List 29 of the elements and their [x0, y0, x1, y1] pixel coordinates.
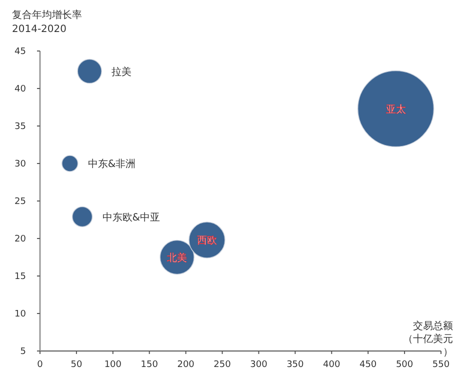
x-tick-label: 200 — [177, 360, 195, 370]
series-label: 北美 — [167, 252, 188, 264]
x-tick-label: 0 — [37, 360, 44, 370]
y-tick-label: 25 — [14, 197, 26, 208]
y-tick-label: 5 — [20, 347, 26, 358]
y-axis-title: 复合年均增长率 2014-2020 — [12, 9, 82, 35]
series-label: 拉美 — [112, 66, 132, 78]
y-tick-label: 20 — [14, 234, 26, 245]
x-tick-label: 50 — [70, 360, 82, 370]
series-label: 中东欧&中亚 — [102, 211, 160, 224]
series-label: 中东&非洲 — [88, 158, 136, 170]
y-tick-label: 10 — [14, 310, 26, 320]
series-label: 亚太 — [386, 103, 406, 116]
x-tick-label: 150 — [140, 360, 158, 370]
x-tick-label: 250 — [214, 360, 232, 370]
x-tick-label: 100 — [104, 360, 122, 370]
x-tick-label: 450 — [359, 360, 377, 370]
x-tick-label: 550 — [432, 360, 450, 370]
x-axis-title: 交易总额（十亿美元） — [403, 320, 453, 358]
x-tick-label: 350 — [286, 360, 304, 370]
y-tick-label: 40 — [14, 84, 26, 95]
y-tick-label: 45 — [14, 47, 26, 58]
y-tick-label: 30 — [14, 160, 26, 170]
y-tick-label: 35 — [14, 122, 26, 132]
x-tick-label: 400 — [323, 360, 340, 370]
y-tick-label: 15 — [14, 272, 26, 282]
x-tick-label: 500 — [396, 360, 414, 370]
series-label: 西欧 — [196, 236, 217, 246]
x-tick-label: 300 — [250, 360, 268, 370]
